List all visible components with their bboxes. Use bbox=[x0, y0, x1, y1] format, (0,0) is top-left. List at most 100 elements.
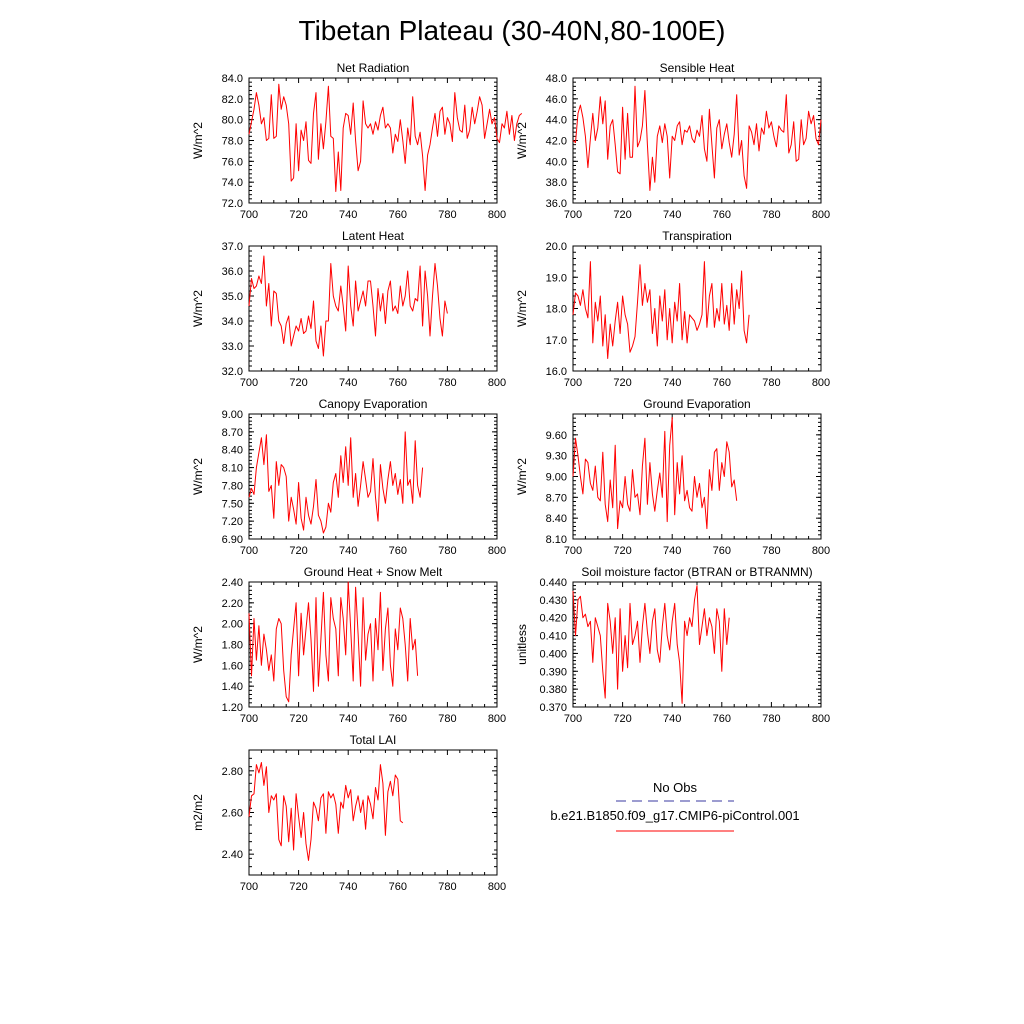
y-tick-label: 7.20 bbox=[222, 516, 243, 528]
y-tick-label: 34.0 bbox=[222, 316, 243, 328]
y-tick-label: 78.0 bbox=[222, 136, 243, 148]
y-tick-label: 0.430 bbox=[539, 595, 567, 607]
panel-frame bbox=[572, 413, 822, 540]
panel-canopy-evaporation: Canopy Evaporation W/m^2 700 720 740 760 780 80… bbox=[191, 397, 506, 557]
x-tick-label: 700 bbox=[240, 545, 258, 557]
y-tick-label: 8.10 bbox=[546, 534, 567, 546]
x-tick-label: 740 bbox=[339, 881, 357, 893]
x-tick-label: 800 bbox=[812, 209, 830, 221]
y-tick-label: 36.0 bbox=[222, 266, 243, 278]
x-tick-label: 760 bbox=[713, 377, 731, 389]
panel-sensible-heat: Sensible Heat W/m^2 700 720 740 760 780 800 36.0… bbox=[515, 61, 830, 221]
x-tick-label: 780 bbox=[762, 713, 780, 725]
y-tick-label: 0.410 bbox=[539, 631, 567, 643]
x-tick-label: 760 bbox=[389, 209, 407, 221]
x-tick-label: 800 bbox=[488, 377, 506, 389]
x-tick-label: 800 bbox=[488, 881, 506, 893]
y-tick-label: 33.0 bbox=[222, 341, 243, 353]
y-tick-label: 32.0 bbox=[222, 366, 243, 378]
panel-ground-heat-snow-melt: Ground Heat + Snow Melt W/m^2 700 720 740 760… bbox=[191, 565, 506, 725]
x-tick-label: 740 bbox=[339, 545, 357, 557]
y-tick-label: 38.0 bbox=[546, 177, 567, 189]
x-tick-label: 780 bbox=[438, 713, 456, 725]
y-tick-label: 76.0 bbox=[222, 156, 243, 168]
panel-title: Sensible Heat bbox=[660, 61, 735, 75]
y-tick-label: 9.00 bbox=[546, 472, 567, 484]
panel-title: Total LAI bbox=[350, 733, 397, 747]
panel-frame bbox=[572, 581, 822, 708]
y-tick-label: 0.380 bbox=[539, 684, 567, 696]
y-axis-label: W/m^2 bbox=[191, 626, 205, 663]
x-tick-label: 780 bbox=[762, 545, 780, 557]
x-tick-label: 700 bbox=[564, 713, 582, 725]
x-tick-label: 760 bbox=[713, 545, 731, 557]
y-tick-label: 8.10 bbox=[222, 463, 243, 475]
x-tick-label: 700 bbox=[564, 545, 582, 557]
x-tick-label: 800 bbox=[488, 209, 506, 221]
y-tick-label: 0.440 bbox=[539, 577, 567, 589]
y-tick-label: 8.70 bbox=[222, 427, 243, 439]
x-tick-label: 700 bbox=[240, 209, 258, 221]
x-tick-label: 720 bbox=[613, 377, 631, 389]
y-tick-label: 1.60 bbox=[222, 660, 243, 672]
x-tick-label: 700 bbox=[564, 377, 582, 389]
y-tick-label: 0.370 bbox=[539, 702, 567, 714]
x-tick-label: 740 bbox=[663, 713, 681, 725]
y-tick-label: 48.0 bbox=[546, 73, 567, 85]
series-line-soil-moisture-factor-btran-or-btranmn bbox=[572, 585, 730, 704]
y-tick-label: 16.0 bbox=[546, 366, 567, 378]
y-axis-label: unitless bbox=[515, 624, 529, 665]
x-tick-label: 740 bbox=[339, 377, 357, 389]
y-tick-label: 44.0 bbox=[546, 115, 567, 127]
x-tick-label: 760 bbox=[389, 713, 407, 725]
y-tick-label: 9.00 bbox=[222, 409, 243, 421]
x-tick-label: 800 bbox=[488, 713, 506, 725]
y-tick-label: 9.30 bbox=[546, 451, 567, 463]
y-tick-label: 2.00 bbox=[222, 619, 243, 631]
panel-grid: Net Radiation W/m^2 700 720 740 760 780 800 72.0… bbox=[191, 61, 830, 893]
legend: No Obs b.e21.B1850.f09_g17.CMIP6-piContr… bbox=[550, 780, 800, 832]
y-tick-label: 7.80 bbox=[222, 480, 243, 492]
y-tick-label: 1.80 bbox=[222, 640, 243, 652]
y-tick-label: 6.90 bbox=[222, 534, 243, 546]
y-axis-label: W/m^2 bbox=[515, 290, 529, 327]
x-tick-label: 720 bbox=[613, 545, 631, 557]
x-tick-label: 760 bbox=[713, 713, 731, 725]
y-axis-label: W/m^2 bbox=[191, 122, 205, 159]
y-tick-label: 35.0 bbox=[222, 291, 243, 303]
x-tick-label: 740 bbox=[663, 377, 681, 389]
y-axis-label: W/m^2 bbox=[515, 458, 529, 495]
x-tick-label: 720 bbox=[289, 209, 307, 221]
y-tick-label: 0.400 bbox=[539, 648, 567, 660]
y-tick-label: 2.20 bbox=[222, 598, 243, 610]
x-tick-label: 700 bbox=[240, 713, 258, 725]
y-tick-label: 82.0 bbox=[222, 94, 243, 106]
y-tick-label: 2.40 bbox=[222, 849, 243, 861]
y-tick-label: 17.0 bbox=[546, 335, 567, 347]
x-tick-label: 800 bbox=[812, 377, 830, 389]
y-tick-label: 84.0 bbox=[222, 73, 243, 85]
y-tick-label: 2.80 bbox=[222, 766, 243, 778]
panel-frame bbox=[572, 77, 822, 204]
panel-title: Soil moisture factor (BTRAN or BTRANMN) bbox=[581, 565, 812, 579]
x-tick-label: 780 bbox=[438, 881, 456, 893]
y-tick-label: 42.0 bbox=[546, 136, 567, 148]
y-axis-label: W/m^2 bbox=[191, 458, 205, 495]
x-tick-label: 720 bbox=[289, 881, 307, 893]
y-tick-label: 74.0 bbox=[222, 177, 243, 189]
y-tick-label: 80.0 bbox=[222, 115, 243, 127]
x-tick-label: 760 bbox=[389, 881, 407, 893]
y-tick-label: 1.40 bbox=[222, 681, 243, 693]
y-tick-label: 8.40 bbox=[546, 513, 567, 525]
panel-net-radiation: Net Radiation W/m^2 700 720 740 760 780 800 72.0… bbox=[191, 61, 523, 221]
y-tick-label: 72.0 bbox=[222, 198, 243, 210]
series-line-net-radiation bbox=[248, 83, 523, 192]
legend-model-label: b.e21.B1850.f09_g17.CMIP6-piControl.001 bbox=[550, 808, 799, 823]
x-tick-label: 760 bbox=[713, 209, 731, 221]
panel-title: Net Radiation bbox=[337, 61, 410, 75]
y-tick-label: 7.50 bbox=[222, 498, 243, 510]
panel-soil-moisture-factor-btran-or-btranmn: Soil moisture factor (BTRAN or BTRANMN) u… bbox=[515, 565, 830, 725]
panel-title: Latent Heat bbox=[342, 229, 405, 243]
x-tick-label: 780 bbox=[762, 209, 780, 221]
